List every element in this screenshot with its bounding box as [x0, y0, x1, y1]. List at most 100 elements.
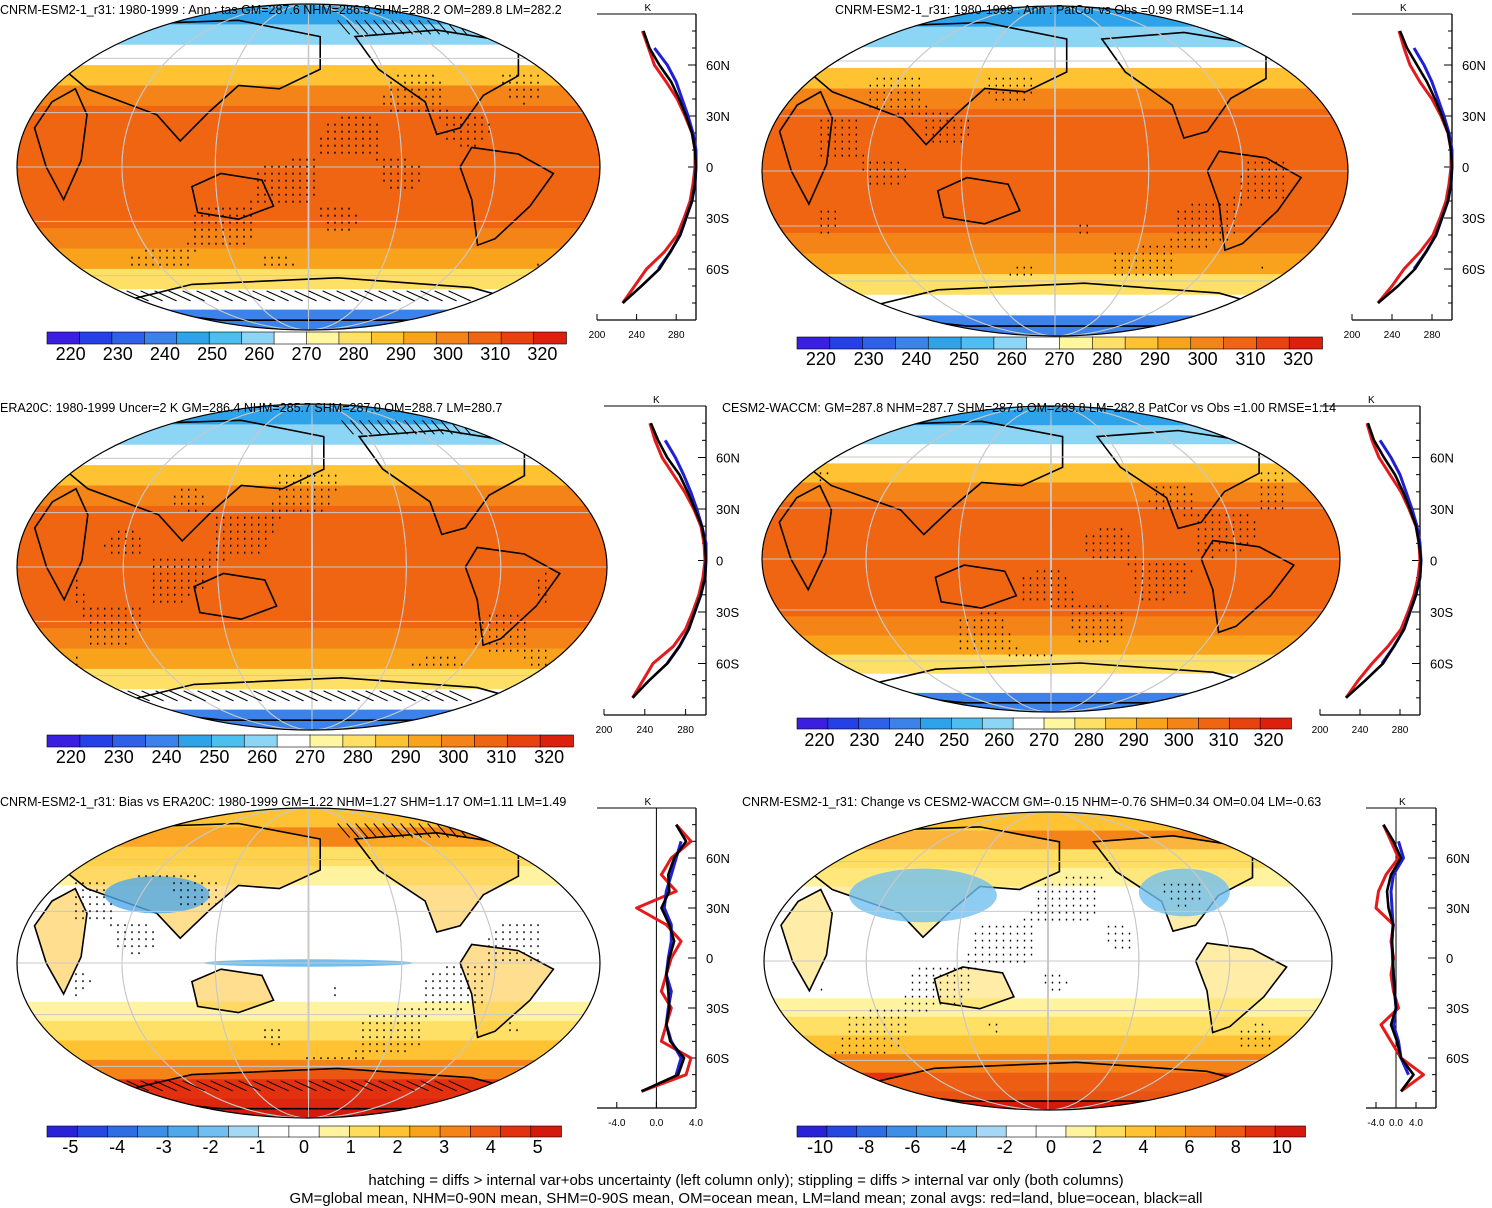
colorbar-tick-label: -4 — [951, 1137, 967, 1157]
zonal-x-tick: 0.0 — [649, 1118, 663, 1129]
colorbar-swatch — [1136, 717, 1169, 730]
figure-canvas: K 60N 30N 0 30S 60S 200 240 280 220 230 240 250 2 6 0 27… — [0, 3, 1486, 1157]
colorbar-tick-label: 240 — [150, 344, 180, 364]
zonal-lat-tick: 60N — [706, 851, 730, 866]
colorbar-swatch — [886, 1125, 918, 1138]
colorbar-tick-label: 1 — [346, 1137, 356, 1157]
colorbar-tick-label: 310 — [1209, 730, 1239, 750]
colorbar-swatch — [318, 1125, 351, 1138]
zonal-lat-tick: 30S — [716, 605, 739, 620]
colorbar-swatch — [309, 734, 344, 748]
zonal-series-all — [640, 824, 688, 1093]
colorbar-swatch — [796, 336, 831, 350]
panel-title-1: CNRM-ESM2-1_r31: 1980-1999 : Ann : tas G… — [0, 3, 562, 17]
colorbar-tick-label: 8 — [1231, 1137, 1241, 1157]
colorbar-swatch — [371, 331, 405, 345]
zonal-lat-tick: 60N — [706, 58, 730, 73]
colorbar-swatch — [1228, 717, 1261, 730]
zonal-x-tick: 4.0 — [689, 1118, 703, 1129]
colorbar-tick-label: 220 — [806, 349, 836, 369]
colorbar-tick-label: -2 — [203, 1137, 219, 1157]
colorbar-tick-label: 290 — [1119, 730, 1149, 750]
colorbar-5: -5 -4 -3 -2 -1 0 1 2 3 4 5 — [46, 1125, 562, 1157]
map-panel-2 — [761, 5, 1349, 337]
colorbar-swatch — [273, 331, 308, 345]
colorbar-tick-label: 10 — [1272, 1137, 1292, 1157]
zonal-series-all — [1345, 422, 1423, 699]
zonal-series-all — [1377, 30, 1454, 304]
colorbar-tick-label: 320 — [1254, 730, 1284, 750]
zonal-series-all — [631, 422, 708, 699]
footer-line-2: GM=global mean, NHM=0-90N mean, SHM=0-90… — [289, 1190, 1203, 1207]
colorbar-swatch — [375, 734, 410, 748]
colorbar-swatch — [379, 1125, 411, 1138]
colorbar-swatch — [1043, 717, 1076, 730]
zonal-lat-tick: 60N — [1446, 851, 1470, 866]
zonal-series-land — [1376, 30, 1453, 304]
colorbar-swatch — [1223, 336, 1258, 350]
colorbar-swatch — [408, 734, 443, 748]
zonal-lat-tick: 60S — [706, 262, 729, 277]
zonal-lat-tick: 30N — [1430, 502, 1454, 517]
colorbar-swatch — [533, 331, 567, 345]
zonal-unit-label: K — [653, 395, 660, 406]
colorbar-tick-label: 2 — [1092, 1137, 1102, 1157]
colorbar-swatch — [530, 1125, 562, 1138]
colorbar-6: -10 -8 -6 -4 -2 0 2 4 6 8 10 — [796, 1125, 1306, 1157]
zonal-x-tick: -4.0 — [1367, 1118, 1385, 1129]
colorbar-4: 220 230 240 250 260 270 280 290 300 310 320 — [796, 717, 1292, 750]
colorbar-tick-label: 4 — [1138, 1137, 1148, 1157]
zonal-series-land — [635, 823, 693, 1093]
colorbar-swatch — [1125, 1125, 1157, 1138]
colorbar-swatch — [862, 336, 897, 350]
colorbar-swatch — [920, 717, 953, 730]
colorbar-tick-label: 250 — [949, 349, 979, 369]
colorbar-swatch — [241, 331, 275, 345]
colorbar-tick-label: 320 — [1283, 349, 1313, 369]
zonal-x-tick: 200 — [1344, 330, 1361, 341]
zonal-panel-3: K 60N 30N 0 30S 60S 200 240 280 — [596, 395, 740, 736]
colorbar-swatch — [826, 1125, 858, 1138]
colorbar-swatch — [208, 331, 243, 345]
colorbar-swatch — [409, 1125, 441, 1138]
colorbar-tick-label: 240 — [901, 349, 931, 369]
colorbar-swatch — [981, 717, 1014, 730]
colorbar-swatch — [342, 734, 377, 748]
colorbar-tick-label: 220 — [804, 730, 834, 750]
map-outline — [761, 5, 1349, 337]
colorbar-tick-label: 0 — [299, 1137, 309, 1157]
zonal-unit-label: K — [1368, 395, 1375, 406]
colorbar-swatch — [176, 331, 210, 345]
colorbar-tick-label: 230 — [104, 747, 134, 767]
zonal-panel-5: K 60N 30N 0 30S 60S -4.0 0.0 4.0 — [597, 797, 730, 1129]
colorbar-swatch — [145, 734, 180, 748]
colorbar-tick-label: 300 — [438, 747, 468, 767]
colorbar-tick-label: 270 — [295, 747, 325, 767]
colorbar-tick-label: 250 — [199, 747, 229, 767]
colorbar-swatch — [276, 734, 311, 748]
colorbar-tick-label: 290 — [1140, 349, 1170, 369]
zonal-series-all — [1382, 824, 1415, 1093]
zonal-x-tick: 280 — [668, 330, 685, 341]
zonal-x-tick: 200 — [589, 330, 606, 341]
zonal-lat-tick: 0 — [716, 554, 723, 569]
colorbar-swatch — [288, 1125, 320, 1138]
zonal-lat-tick: 0 — [706, 160, 713, 175]
zonal-lat-tick: 30S — [706, 211, 729, 226]
zonal-lat-tick: 0 — [1462, 160, 1469, 175]
zonal-lat-tick: 60S — [706, 1051, 729, 1066]
colorbar-swatch — [1185, 1125, 1217, 1138]
colorbar-swatch — [993, 336, 1028, 350]
zonal-series-all — [621, 30, 698, 304]
colorbar-tick-label: 280 — [343, 747, 373, 767]
zonal-panel-6: K 60N 30N 0 30S 60S -4.0 0.0 4.0 — [1366, 797, 1470, 1129]
zonal-lat-tick: 30N — [1446, 901, 1470, 916]
colorbar-swatch — [1124, 336, 1159, 350]
colorbar-tick-label: -6 — [904, 1137, 920, 1157]
colorbar-swatch — [349, 1125, 381, 1138]
colorbar-tick-label: 270 — [291, 344, 321, 364]
colorbar-swatch — [1157, 336, 1192, 350]
colorbar-tick-label: 6 — [1185, 1137, 1195, 1157]
colorbar-swatch — [1244, 1125, 1276, 1138]
panel-title-3: ERA20C: 1980-1999 Uncer=2 K GM=286.4 NHM… — [0, 401, 502, 415]
